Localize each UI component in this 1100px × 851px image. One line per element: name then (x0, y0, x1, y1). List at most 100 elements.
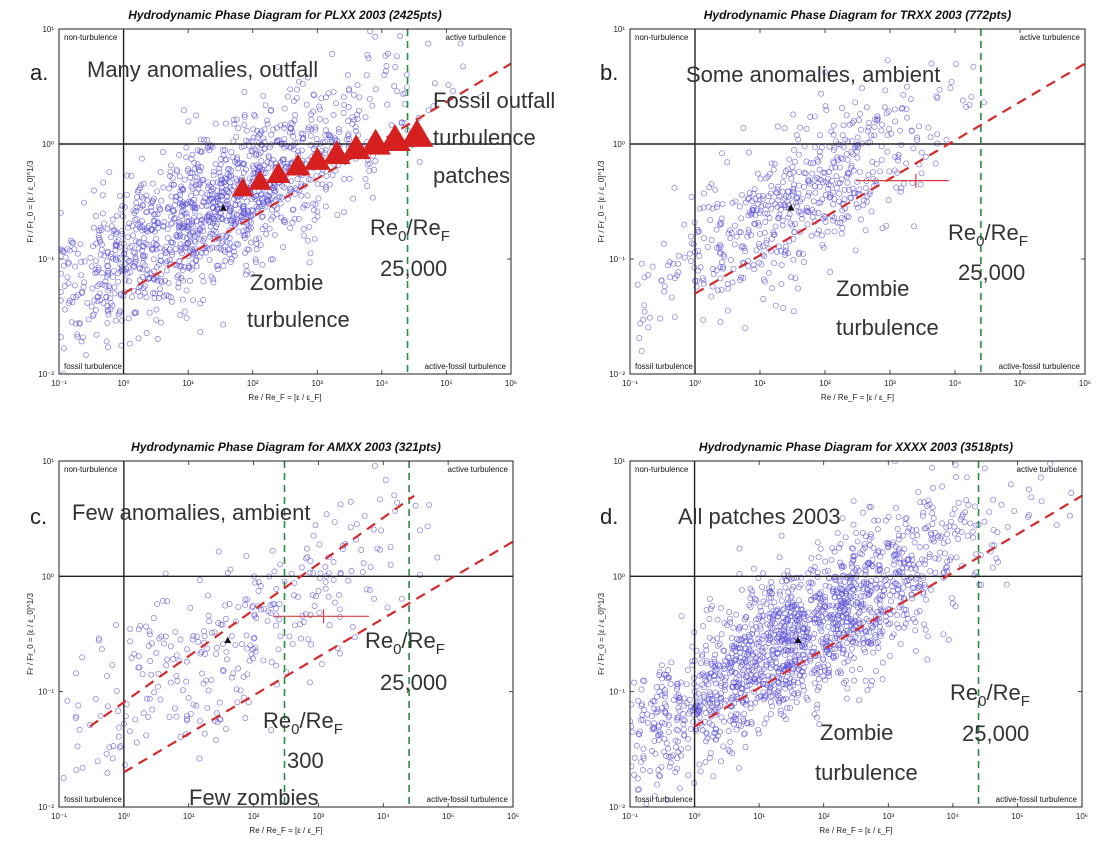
data-point (772, 620, 778, 627)
annotation-text: Few anomalies, ambient (72, 500, 310, 525)
data-point (910, 615, 917, 622)
data-point (888, 598, 894, 605)
data-point (775, 197, 782, 203)
annotation-part: Re (948, 220, 976, 245)
data-point (920, 499, 927, 506)
data-point (316, 103, 323, 110)
data-point (259, 166, 266, 173)
data-point (786, 675, 793, 682)
data-point (249, 602, 256, 609)
data-point (265, 152, 272, 159)
data-point (773, 189, 780, 196)
data-point (244, 645, 251, 652)
data-point (853, 529, 860, 536)
data-point (848, 149, 855, 155)
data-point (818, 588, 825, 595)
data-point (95, 293, 102, 300)
data-point (786, 574, 793, 581)
data-point (188, 155, 195, 162)
data-point (877, 623, 883, 630)
data-point (191, 208, 198, 215)
data-point (206, 256, 213, 263)
x-axis-label: Re / Re_F = [ε / ε_F] (819, 826, 892, 835)
data-point (826, 143, 833, 150)
data-point (732, 198, 739, 205)
data-point (244, 596, 251, 603)
data-point (253, 259, 259, 266)
data-point (800, 683, 807, 690)
data-point (269, 256, 276, 263)
data-point (675, 692, 682, 699)
data-point (737, 645, 744, 652)
data-point (191, 237, 198, 244)
data-point (223, 239, 230, 246)
data-point (161, 218, 168, 225)
data-point (153, 650, 160, 657)
data-point (791, 676, 797, 683)
data-point (755, 574, 762, 581)
data-point (873, 160, 880, 167)
data-point (800, 259, 807, 265)
data-point (826, 639, 833, 646)
data-point (772, 655, 779, 661)
data-point (889, 583, 896, 590)
data-point (104, 225, 111, 232)
annotation-text: 25,000 (380, 670, 447, 695)
data-point (685, 745, 692, 752)
data-point (776, 211, 783, 218)
data-point (830, 655, 837, 661)
data-point (250, 646, 257, 653)
data-point (140, 180, 147, 187)
data-point (725, 746, 732, 753)
data-point (781, 125, 788, 132)
data-point (203, 202, 210, 209)
data-point (995, 559, 1001, 566)
data-point (177, 247, 184, 254)
data-point (805, 192, 812, 199)
data-point (231, 222, 238, 229)
data-point (157, 257, 164, 264)
data-point (967, 520, 974, 527)
data-point (803, 694, 810, 701)
data-point (678, 612, 685, 619)
data-point (78, 338, 85, 345)
data-point (958, 528, 965, 535)
data-point (143, 227, 150, 234)
data-point (197, 136, 204, 143)
data-point (862, 677, 869, 684)
data-point (775, 627, 782, 634)
data-point (822, 582, 829, 589)
data-point (776, 588, 783, 595)
data-point (281, 184, 288, 191)
data-point (909, 556, 915, 563)
data-point (124, 270, 131, 277)
data-point (839, 132, 846, 139)
data-point (233, 116, 240, 123)
data-point (252, 195, 259, 202)
data-point (242, 602, 249, 609)
data-point (227, 183, 234, 190)
data-point (306, 223, 313, 230)
data-point (862, 568, 869, 575)
data-point (954, 527, 961, 534)
data-point (743, 614, 750, 621)
data-point (156, 261, 162, 268)
plot-area (59, 461, 513, 807)
data-point (738, 586, 745, 593)
data-point (729, 279, 736, 286)
data-point (401, 119, 408, 126)
data-point (121, 762, 128, 768)
data-point (304, 202, 311, 209)
data-point (844, 658, 851, 665)
data-point (809, 580, 816, 587)
x-tick-label: 10⁵ (1014, 379, 1026, 388)
data-point (325, 132, 332, 139)
data-point (838, 176, 845, 183)
data-point (306, 259, 313, 266)
data-point (138, 155, 145, 162)
y-tick-label: 10⁻¹ (609, 688, 625, 697)
data-point (842, 677, 849, 684)
data-point (733, 726, 740, 733)
data-point (717, 728, 723, 735)
data-point (1025, 486, 1032, 493)
